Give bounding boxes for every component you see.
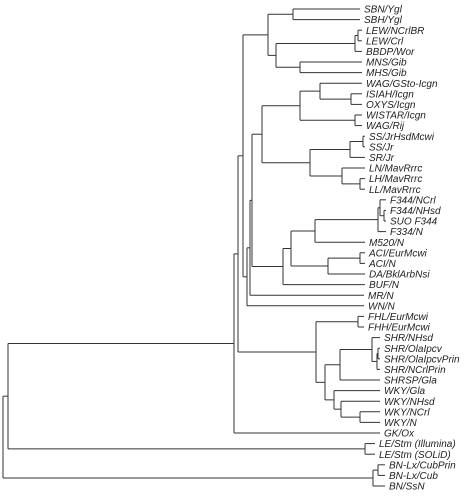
leaf-label: M520/N bbox=[369, 238, 405, 249]
leaf-label: ISIAH/Icgn bbox=[366, 89, 414, 100]
leaf-label: LL/MavRrrc bbox=[369, 185, 421, 196]
leaf-label: SBH/Ygl bbox=[364, 15, 403, 26]
leaf-label: LN/MavRrrc bbox=[369, 164, 422, 175]
leaf-label: LH/MavRrrc bbox=[369, 174, 422, 185]
leaf-label: LEW/Crl bbox=[366, 36, 404, 47]
leaf-label: SS/Jr bbox=[369, 142, 394, 153]
leaf-label: LE/Stm (Illumina) bbox=[379, 439, 456, 450]
leaf-label: F344/NCrl bbox=[390, 195, 436, 206]
leaf-label: WN/N bbox=[368, 301, 395, 312]
leaf-label: SHR/OlaIpcv bbox=[384, 344, 443, 355]
leaf-label: WAG/Rij bbox=[366, 121, 405, 132]
leaf-label: F344/NHsd bbox=[390, 206, 441, 217]
leaf-label: SBN/Ygl bbox=[364, 5, 403, 16]
leaf-label: LEW/NCrlBR bbox=[366, 26, 424, 37]
leaf-label: ACI/EurMcwi bbox=[368, 248, 428, 259]
leaf-label: SS/JrHsdMcwi bbox=[369, 132, 435, 143]
leaf-label: MHS/Gib bbox=[366, 68, 407, 79]
leaf-label: F334/N bbox=[390, 227, 424, 238]
leaf-label: MR/N bbox=[368, 291, 394, 302]
leaf-label: GK/Ox bbox=[384, 429, 415, 440]
leaf-label: SHR/OlaIpcvPrin bbox=[384, 354, 460, 365]
leaf-label: BUF/N bbox=[369, 280, 400, 291]
leaf-label: MNS/Gib bbox=[366, 58, 407, 69]
leaf-label: FHL/EurMcwi bbox=[368, 312, 429, 323]
tree-branches bbox=[2, 8, 386, 487]
leaf-label: SR/Jr bbox=[369, 153, 395, 164]
leaf-label: BBDP/Wor bbox=[366, 47, 415, 58]
leaf-label: BN/SsN bbox=[389, 482, 425, 493]
leaf-label: WAG/GSto-Icgn bbox=[366, 79, 438, 90]
leaf-label: WKY/NHsd bbox=[384, 397, 435, 408]
leaf-label: WKY/Gla bbox=[384, 386, 426, 397]
leaf-label: SHR/NCrlPrin bbox=[384, 365, 446, 376]
leaf-label: ACI/N bbox=[368, 259, 396, 270]
leaf-label: OXYS/Icgn bbox=[366, 100, 416, 111]
leaf-label: BN-Lx/Cub bbox=[389, 471, 438, 482]
leaf-label: LE/Stm (SOLiD) bbox=[379, 450, 451, 461]
leaf-label: BN-Lx/CubPrin bbox=[389, 460, 456, 471]
leaf-label: SHR/NHsd bbox=[384, 333, 433, 344]
leaf-label: WISTAR/Icgn bbox=[366, 111, 426, 122]
leaf-label: DA/BklArbNsi bbox=[369, 270, 430, 281]
leaf-labels: SBN/YglSBH/YglLEW/NCrlBRLEW/CrlBBDP/WorM… bbox=[364, 5, 460, 493]
leaf-label: SHRSP/Gla bbox=[384, 376, 437, 387]
leaf-label: WKY/NCrl bbox=[384, 407, 430, 418]
leaf-label: SUO F344 bbox=[390, 217, 438, 228]
leaf-label: FHH/EurMcwi bbox=[368, 323, 430, 334]
leaf-label: WKY/N bbox=[384, 418, 418, 429]
